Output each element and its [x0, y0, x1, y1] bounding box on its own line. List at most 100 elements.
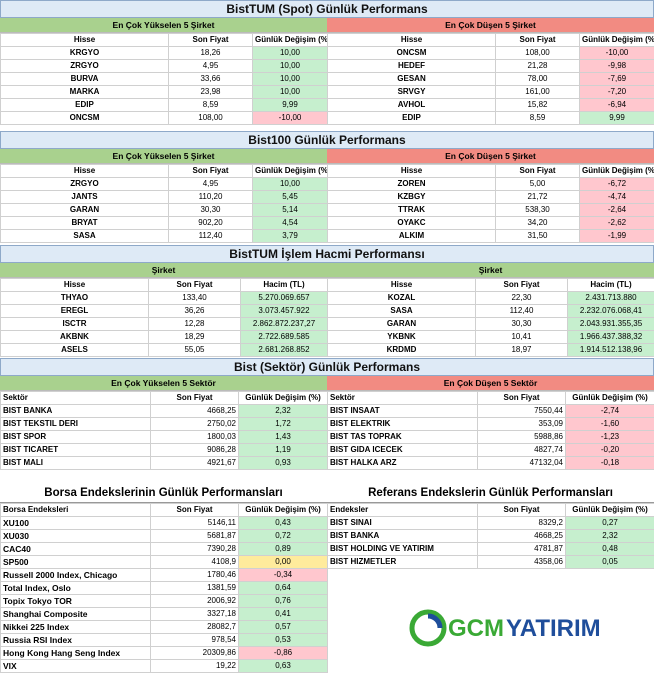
table-row: Nikkei 225 Index 28082,7 0,57: [0, 620, 328, 634]
change-cell: 0,43: [238, 516, 328, 530]
table-row: ALKIM 31,50 -1,99: [327, 229, 654, 243]
price-cell: 55,05: [148, 343, 241, 357]
change-cell: 5,45: [252, 190, 328, 204]
row-label: SASA: [327, 304, 476, 318]
change-cell: -0,34: [238, 568, 328, 582]
change-cell: -6,94: [579, 98, 654, 112]
bist100-losers-header: En Çok Düşen 5 Şirket: [327, 149, 654, 164]
column-header: Son Fiyat: [168, 33, 253, 47]
table-row: Topix Tokyo TOR 2006,92 0,76: [0, 594, 328, 608]
volume-cell: 2.681.268.852: [240, 343, 328, 357]
price-cell: 978,54: [150, 633, 239, 647]
row-label: GESAN: [327, 72, 496, 86]
row-label: ASELS: [0, 343, 149, 357]
row-label: GARAN: [0, 203, 169, 217]
table-row: BIST BANKA 4668,25 2,32: [0, 404, 328, 418]
bist100-title: Bist100 Günlük Performans: [0, 131, 654, 149]
column-header: Hisse: [327, 164, 496, 178]
price-cell: 7390,28: [150, 542, 239, 556]
table-row: SP500 4108,9 0,00: [0, 555, 328, 569]
column-header: Hisse: [327, 278, 476, 292]
row-label: TTRAK: [327, 203, 496, 217]
row-label: ALKIM: [327, 229, 496, 243]
table-row: THYAO 133,40 5.270.069.657: [0, 291, 328, 305]
row-label: SRVGY: [327, 85, 496, 99]
price-cell: 8,59: [495, 111, 580, 125]
change-cell: 1,72: [238, 417, 328, 431]
spot-gainers-header: En Çok Yükselen 5 Şirket: [0, 18, 327, 33]
row-label: ZOREN: [327, 177, 496, 191]
sector-losers-table: Sektör Son Fiyat Günlük Değişim (%) BIST IN…: [327, 391, 654, 470]
referans-block: Referans Endekslerin Günlük Performansla…: [327, 484, 654, 569]
price-cell: 1800,03: [150, 430, 239, 444]
row-label: SP500: [0, 555, 151, 569]
row-label: BIST SPOR: [0, 430, 151, 444]
table-row: GARAN 30,30 2.043.931.355,35: [327, 317, 654, 331]
spot-gainers: En Çok Yükselen 5 Şirket Hisse Son Fiyat G…: [0, 18, 328, 125]
spot-section: BistTUM (Spot) Günlük Performans En Çok …: [0, 0, 654, 130]
spot-title: BistTUM (Spot) Günlük Performans: [0, 0, 654, 18]
price-cell: 12,28: [148, 317, 241, 331]
table-row: EDIP 8,59 9,99: [327, 111, 654, 125]
column-header: Son Fiyat: [150, 503, 239, 517]
price-cell: 4,95: [168, 177, 253, 191]
row-label: BIST TEKSTIL DERI: [0, 417, 151, 431]
logo-yatirim-text: YATIRIM: [506, 615, 601, 642]
volume-cell: 2.722.689.585: [240, 330, 328, 344]
change-cell: -0,86: [238, 646, 328, 660]
row-label: BIST GIDA ICECEK: [327, 443, 478, 457]
column-header: Son Fiyat: [495, 164, 580, 178]
row-label: BURVA: [0, 72, 169, 86]
volume-cell: 1.914.512.138,96: [567, 343, 654, 357]
price-cell: 4921,67: [150, 456, 239, 470]
column-header: Son Fiyat: [477, 391, 566, 405]
gcm-logo-mark: GCM YATIRIM: [409, 609, 601, 647]
bist100-gainers-header: En Çok Yükselen 5 Şirket: [0, 149, 327, 164]
table-row: SASA 112,40 3,79: [0, 229, 328, 243]
change-cell: 3,79: [252, 229, 328, 243]
table-row: ASELS 55,05 2.681.268.852: [0, 343, 328, 357]
table-row: ZRGYO 4,95 10,00: [0, 59, 328, 73]
price-cell: 110,20: [168, 190, 253, 204]
price-cell: 47132,04: [477, 456, 566, 470]
price-cell: 2750,02: [150, 417, 239, 431]
price-cell: 4358,06: [477, 555, 566, 569]
row-label: AVHOL: [327, 98, 496, 112]
price-cell: 4827,74: [477, 443, 566, 457]
change-cell: 1,19: [238, 443, 328, 457]
table-row: EREGL 36,26 3.073.457.922: [0, 304, 328, 318]
price-cell: 5988,86: [477, 430, 566, 444]
table-row: ZRGYO 4,95 10,00: [0, 177, 328, 191]
row-label: KZBGY: [327, 190, 496, 204]
price-cell: 5681,87: [150, 529, 239, 543]
table-row: YKBNK 10,41 1.966.437.388,32: [327, 330, 654, 344]
row-label: BIST HALKA ARZ: [327, 456, 478, 470]
price-cell: 9086,28: [150, 443, 239, 457]
volume-right: Şirket Hisse Son Fiyat Hacim (TL) KOZAL 22,3…: [327, 263, 654, 357]
table-row: KRGYO 18,26 10,00: [0, 46, 328, 60]
row-label: BRYAT: [0, 216, 169, 230]
price-cell: 78,00: [495, 72, 580, 86]
volume-right-table: Hisse Son Fiyat Hacim (TL) KOZAL 22,30 2.431.…: [327, 278, 654, 357]
change-cell: 10,00: [252, 177, 328, 191]
row-label: Nikkei 225 Index: [0, 620, 151, 634]
table-row: BIST TAS TOPRAK 5988,86 -1,23: [327, 430, 654, 444]
sector-gainers: En Çok Yükselen 5 Sektör Sektör Son Fiyat…: [0, 376, 328, 470]
table-row: MARKA 23,98 10,00: [0, 85, 328, 99]
price-cell: 33,66: [168, 72, 253, 86]
column-header: Son Fiyat: [150, 391, 239, 405]
price-cell: 18,29: [148, 330, 241, 344]
column-header: Son Fiyat: [477, 503, 566, 517]
price-cell: 112,40: [168, 229, 253, 243]
row-label: THYAO: [0, 291, 149, 305]
column-header: Son Fiyat: [148, 278, 241, 292]
table-row: SRVGY 161,00 -7,20: [327, 85, 654, 99]
price-cell: 19,22: [150, 659, 239, 673]
table-header-row: Hisse Son Fiyat Hacim (TL): [0, 278, 328, 292]
table-row: Russell 2000 Index, Chicago 1780,46 -0,34: [0, 568, 328, 582]
price-cell: 28082,7: [150, 620, 239, 634]
bist100-losers: En Çok Düşen 5 Şirket Hisse Son Fiyat Günl…: [327, 149, 654, 243]
volume-section: BistTUM İşlem Hacmi Performansı Şirket H…: [0, 245, 654, 360]
volume-cell: 2.862.872.237,27: [240, 317, 328, 331]
row-label: SASA: [0, 229, 169, 243]
